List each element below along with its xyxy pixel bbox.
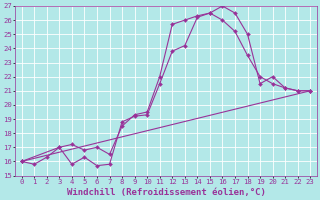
X-axis label: Windchill (Refroidissement éolien,°C): Windchill (Refroidissement éolien,°C) <box>67 188 265 197</box>
